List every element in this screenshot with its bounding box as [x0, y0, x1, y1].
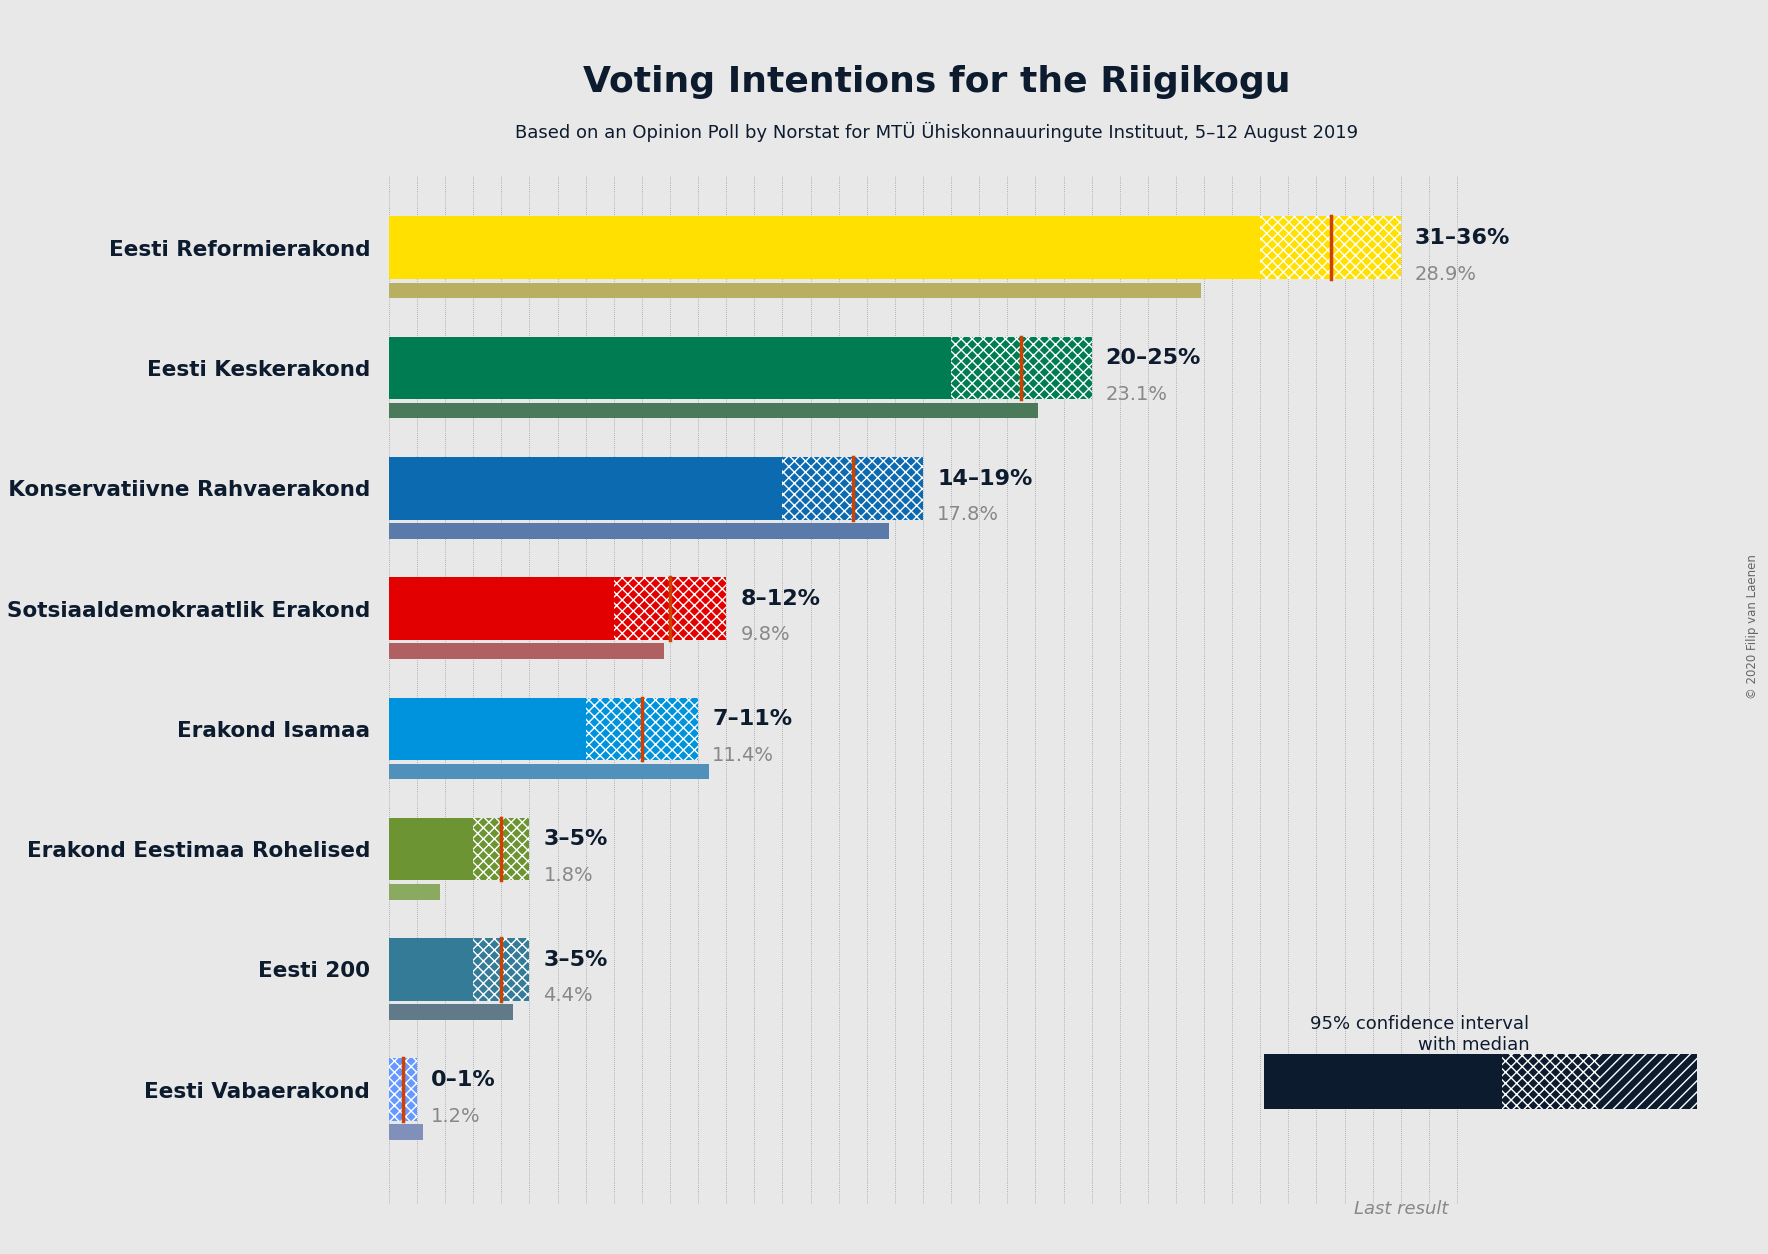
Bar: [389, 764, 709, 779]
Bar: [389, 217, 1261, 278]
Bar: [389, 1004, 513, 1020]
Text: 31–36%: 31–36%: [1414, 228, 1510, 248]
Text: 7–11%: 7–11%: [713, 710, 792, 729]
Text: 0–1%: 0–1%: [431, 1070, 495, 1090]
Text: 1.8%: 1.8%: [543, 867, 594, 885]
Bar: [389, 577, 613, 640]
Bar: [389, 337, 951, 399]
Bar: [389, 403, 1038, 419]
Text: 28.9%: 28.9%: [1414, 265, 1476, 283]
Bar: [389, 938, 474, 1001]
Bar: [474, 818, 529, 880]
Bar: [389, 697, 585, 760]
Text: 23.1%: 23.1%: [1105, 385, 1167, 404]
Bar: [1261, 217, 1400, 278]
Bar: [1600, 1053, 1697, 1110]
Bar: [389, 1058, 417, 1121]
Text: 95% confidence interval
with median: 95% confidence interval with median: [1310, 1016, 1529, 1053]
Text: 3–5%: 3–5%: [543, 829, 608, 849]
Bar: [389, 523, 889, 539]
Bar: [951, 337, 1091, 399]
Text: 20–25%: 20–25%: [1105, 349, 1200, 369]
Bar: [389, 456, 783, 519]
Text: 9.8%: 9.8%: [741, 626, 790, 645]
Text: Last result: Last result: [1354, 1200, 1448, 1218]
Bar: [474, 938, 529, 1001]
Text: 1.2%: 1.2%: [431, 1106, 481, 1126]
Text: 11.4%: 11.4%: [713, 746, 774, 765]
Bar: [389, 884, 440, 899]
Text: Based on an Opinion Poll by Norstat for MTÜ Ühiskonnauuringute Instituut, 5–12 A: Based on an Opinion Poll by Norstat for …: [516, 122, 1358, 142]
Text: 4.4%: 4.4%: [543, 987, 594, 1006]
Bar: [1503, 1053, 1600, 1110]
Bar: [389, 818, 474, 880]
Bar: [585, 697, 698, 760]
Text: © 2020 Filip van Laenen: © 2020 Filip van Laenen: [1747, 554, 1759, 700]
Bar: [389, 643, 665, 660]
Text: 8–12%: 8–12%: [741, 589, 820, 609]
Bar: [389, 1125, 423, 1140]
Bar: [613, 577, 727, 640]
Text: 17.8%: 17.8%: [937, 505, 999, 524]
Text: Voting Intentions for the Riigikogu: Voting Intentions for the Riigikogu: [583, 64, 1291, 99]
Bar: [1264, 1053, 1503, 1110]
Text: 14–19%: 14–19%: [937, 469, 1033, 489]
Bar: [389, 282, 1200, 298]
Text: 3–5%: 3–5%: [543, 949, 608, 969]
Bar: [783, 456, 923, 519]
